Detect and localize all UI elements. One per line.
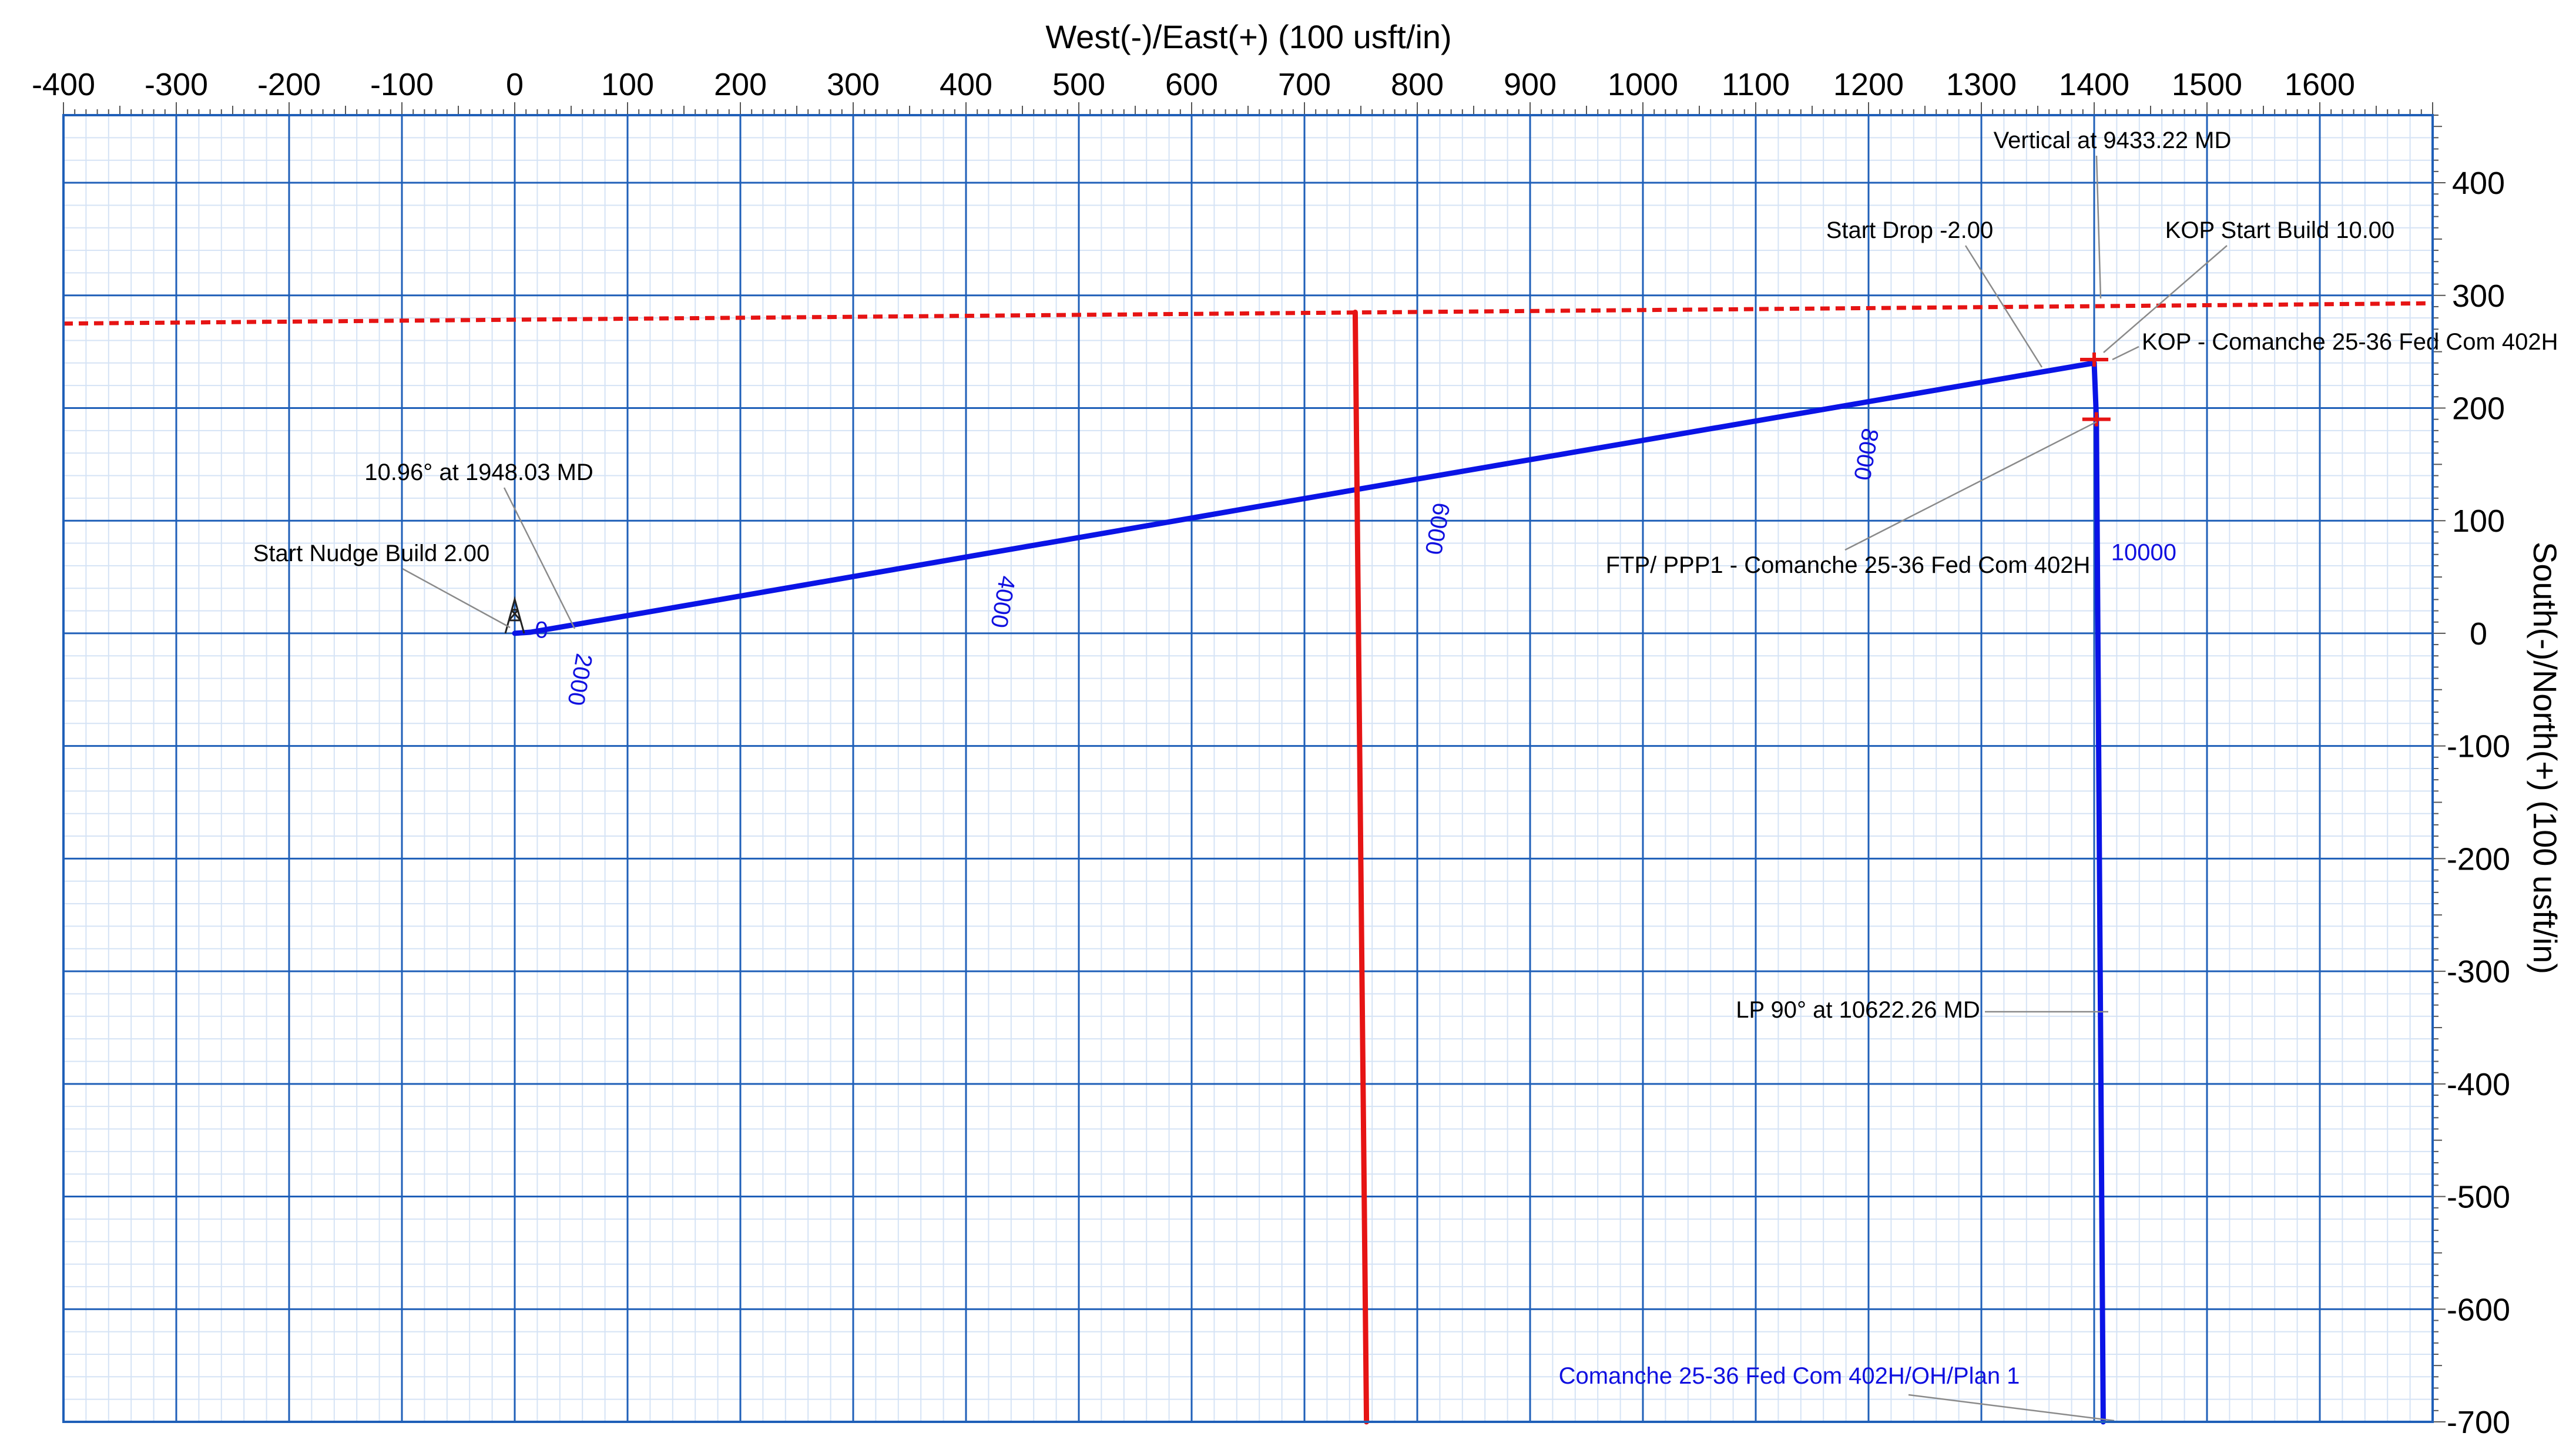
md-label: 4000: [985, 574, 1020, 630]
annotation-vertical: Vertical at 9433.22 MD: [1994, 127, 2232, 153]
annotation-kop-start-build: KOP Start Build 10.00: [2165, 217, 2395, 243]
x-tick-label: 1100: [1722, 67, 1790, 102]
annotation-layer: Vertical at 9433.22 MD Start Drop -2.00 …: [253, 127, 2558, 1389]
x-tick-label: 1600: [2285, 67, 2355, 102]
leader-nudge-angle: [503, 487, 576, 629]
x-tick-label: 1200: [1833, 67, 1904, 102]
y-tick-labels: 400 300 200 100 0 -100 -200 -300 -400 -500 -600 -70…: [2447, 166, 2510, 1440]
x-tick-label: -300: [145, 67, 208, 102]
lease-line-dashed: [63, 301, 2433, 326]
leader-layer: [402, 155, 2228, 1422]
x-tick-label: 0: [506, 67, 524, 102]
marker-layer: [504, 353, 2111, 634]
kop-target-marker: [2080, 353, 2108, 367]
y-tick-label: -500: [2447, 1180, 2510, 1215]
leader-start-nudge: [402, 568, 511, 629]
y-tick-label: 100: [2452, 504, 2505, 539]
md-label: 0: [535, 618, 548, 643]
md-label: 10000: [2111, 539, 2176, 565]
annotation-start-nudge: Start Nudge Build 2.00: [253, 541, 489, 566]
tick-marks: [63, 102, 2446, 1422]
x-tick-label: 1400: [2059, 67, 2129, 102]
x-tick-label: -200: [257, 67, 321, 102]
x-tick-label: 100: [601, 67, 654, 102]
plot-frame: [62, 114, 2434, 1423]
x-tick-label: 600: [1165, 67, 1218, 102]
x-tick-label: 400: [940, 67, 992, 102]
x-tick-label: 200: [714, 67, 767, 102]
y-tick-label: -700: [2447, 1405, 2510, 1440]
minor-grid: [63, 115, 2433, 1422]
y-tick-label: -400: [2447, 1067, 2510, 1102]
leader-kop-start-build: [2103, 245, 2228, 353]
y-tick-label: -300: [2447, 954, 2510, 989]
leader-vertical: [2095, 155, 2102, 299]
y-tick-label: -200: [2447, 841, 2510, 877]
annotation-nudge-angle: 10.96° at 1948.03 MD: [364, 459, 593, 485]
y-tick-label: -600: [2447, 1292, 2510, 1327]
major-grid: [62, 115, 2434, 1423]
y-tick-label: 400: [2452, 166, 2505, 201]
x-tick-label: 1500: [2172, 67, 2242, 102]
annotation-kop-target: KOP - Comanche 25-36 Fed Com 402H: [2142, 329, 2558, 355]
leader-start-drop: [1964, 245, 2043, 368]
y-tick-label: 300: [2452, 278, 2505, 314]
md-label: 2000: [562, 652, 597, 707]
annotation-plan-name: Comanche 25-36 Fed Com 402H/OH/Plan 1: [1559, 1363, 2020, 1389]
x-tick-label: 300: [827, 67, 880, 102]
surface-rig-icon: [504, 596, 525, 634]
x-tick-label: 1000: [1608, 67, 1678, 102]
x-tick-labels: -400 -300 -200 -100 0 100 200 300 400 500 600 700 80…: [32, 67, 2355, 102]
md-label: 8000: [1849, 427, 1883, 482]
lease-line-solid: [1352, 310, 1370, 1425]
y-tick-label: 0: [2470, 616, 2487, 652]
plan-trajectory-line: [512, 360, 2106, 1425]
annotation-ftp-ppp1: FTP/ PPP1 - Comanche 25-36 Fed Com 402H: [1606, 552, 2091, 578]
x-tick-label: 700: [1278, 67, 1331, 102]
y-tick-label: -100: [2447, 729, 2510, 764]
x-tick-label: 1300: [1946, 67, 2017, 102]
x-tick-label: 900: [1504, 67, 1557, 102]
annotation-lp: LP 90° at 10622.26 MD: [1736, 997, 1980, 1023]
y-tick-label: 200: [2452, 391, 2505, 426]
leader-kop-target: [2112, 345, 2139, 361]
x-tick-label: -400: [32, 67, 95, 102]
annotation-start-drop: Start Drop -2.00: [1826, 217, 1994, 243]
y-axis-title: South(-)/North(+) (100 usft/in): [2527, 542, 2564, 974]
x-tick-label: 500: [1052, 67, 1105, 102]
leader-plan-name: [1908, 1394, 2115, 1422]
x-tick-label: 800: [1391, 67, 1444, 102]
x-tick-label: -100: [370, 67, 434, 102]
md-label: 6000: [1420, 501, 1454, 556]
leader-ftp-ppp1: [1844, 421, 2097, 551]
ftp-target-marker: [2082, 412, 2111, 427]
x-axis-title: West(-)/East(+) (100 usft/in): [1045, 18, 1451, 55]
